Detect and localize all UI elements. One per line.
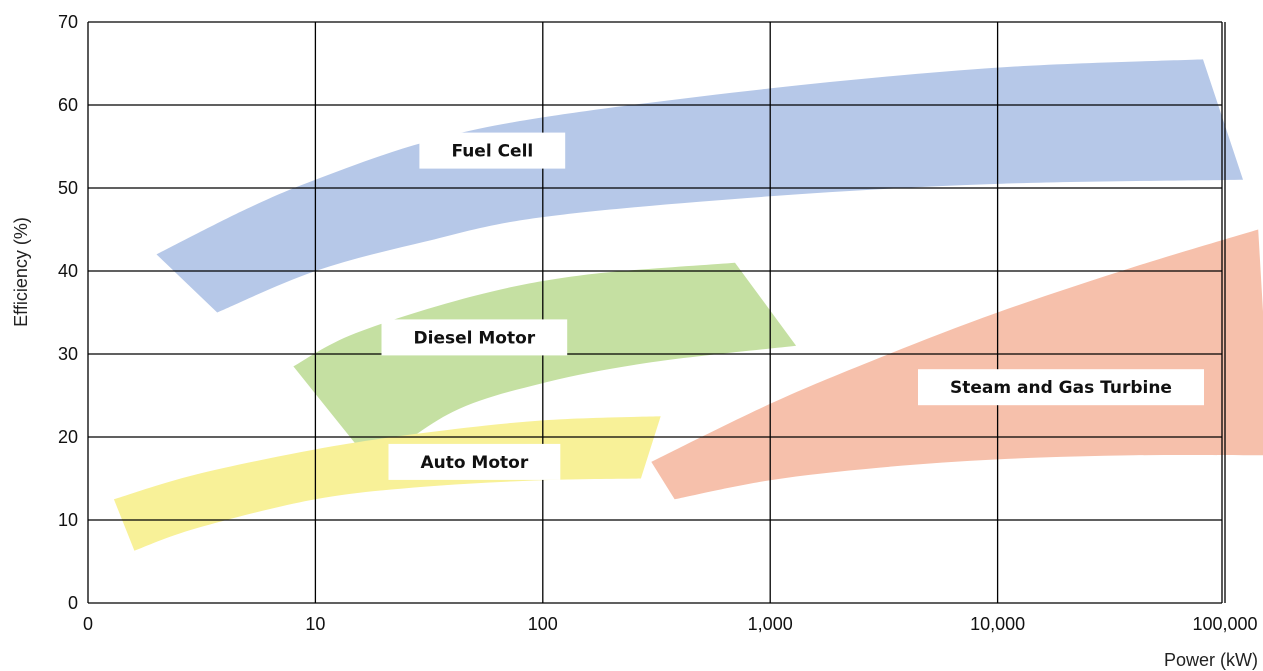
region-diesel-motor xyxy=(293,262,797,467)
series-regions xyxy=(113,59,1263,551)
label-box xyxy=(918,369,1204,406)
y-tick-label: 20 xyxy=(58,427,78,447)
label-diesel-motor: Diesel Motor xyxy=(381,319,568,356)
series-label: Diesel Motor xyxy=(414,328,536,348)
y-tick-label: 40 xyxy=(58,261,78,281)
series-label: Auto Motor xyxy=(420,453,528,473)
x-tick-label: 100,000 xyxy=(1192,614,1257,634)
y-tick-label: 60 xyxy=(58,95,78,115)
y-tick-label: 10 xyxy=(58,510,78,530)
series-label: Steam and Gas Turbine xyxy=(950,378,1172,398)
x-tick-label: 10 xyxy=(305,614,325,634)
label-fuel-cell: Fuel Cell xyxy=(419,132,566,169)
region-fuel-cell xyxy=(156,59,1243,313)
y-tick-label: 50 xyxy=(58,178,78,198)
label-auto-motor: Auto Motor xyxy=(388,443,561,480)
label-box xyxy=(388,443,561,480)
y-tick-label: 30 xyxy=(58,344,78,364)
x-tick-label: 100 xyxy=(528,614,558,634)
x-tick-label: 10,000 xyxy=(970,614,1025,634)
series-labels: Fuel Cell Diesel Motor Auto Motor Steam and… xyxy=(381,132,1204,480)
tick-labels: 0 10 20 30 40 50 60 70 0 10 100 1,000 10,000 100,000 xyxy=(58,12,1258,634)
gridlines xyxy=(87,21,1226,604)
series-label: Fuel Cell xyxy=(451,142,533,162)
region-steam-and-gas-turbine xyxy=(651,229,1263,500)
label-steam-and-gas-turbine: Steam and Gas Turbine xyxy=(918,369,1204,406)
label-box xyxy=(419,132,566,169)
x-tick-label: 0 xyxy=(83,614,93,634)
x-tick-label: 1,000 xyxy=(748,614,793,634)
y-tick-label: 0 xyxy=(68,593,78,613)
y-axis-label: Efficiency (%) xyxy=(11,217,31,327)
label-box xyxy=(381,319,568,356)
x-axis-label: Power (kW) xyxy=(1164,650,1258,670)
y-tick-label: 70 xyxy=(58,12,78,32)
